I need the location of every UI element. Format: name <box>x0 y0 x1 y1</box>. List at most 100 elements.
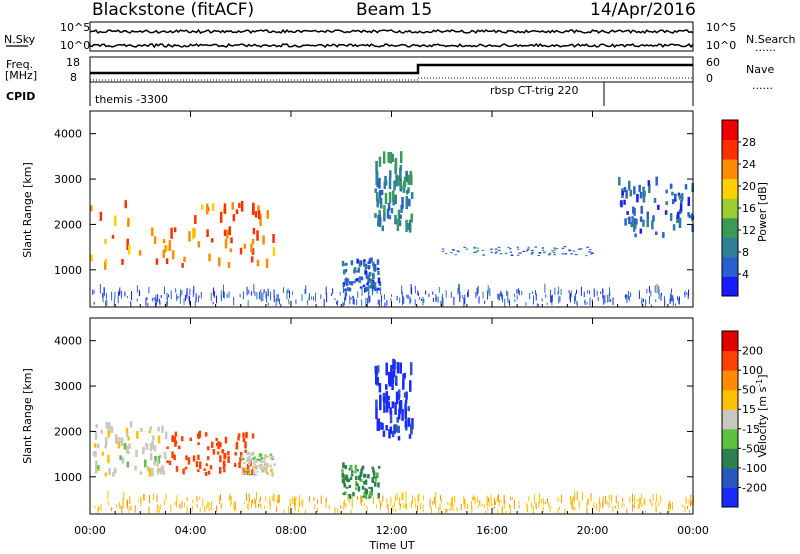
heatmap-cell <box>234 452 237 456</box>
heatmap-cell <box>253 456 257 459</box>
heatmap-cell <box>231 202 234 210</box>
heatmap-cell <box>550 289 552 299</box>
heatmap-cell <box>376 259 380 265</box>
heatmap-cell <box>578 248 581 250</box>
heatmap-cell <box>402 181 406 193</box>
heatmap-cell <box>489 288 491 297</box>
heatmap-cell <box>406 190 409 195</box>
heatmap-cell <box>541 298 543 302</box>
heatmap-cell <box>419 296 421 300</box>
heatmap-cell <box>162 249 165 258</box>
heatmap-cell <box>342 284 344 294</box>
heatmap-cell <box>572 250 576 252</box>
heatmap-cell <box>255 459 258 464</box>
heatmap-cell <box>651 304 653 307</box>
heatmap-cell <box>264 453 267 459</box>
heatmap-cell <box>245 470 249 475</box>
heatmap-cell <box>292 291 294 295</box>
heatmap-cell <box>402 379 405 390</box>
heatmap-cell <box>341 472 345 476</box>
heatmap-cell <box>171 437 174 441</box>
heatmap-cell <box>174 431 178 437</box>
heatmap-cell <box>123 443 127 450</box>
velocity-label-end: ] <box>756 374 769 378</box>
heatmap-cell <box>647 180 651 186</box>
heatmap-cell <box>189 437 193 442</box>
heatmap-cell <box>678 297 680 304</box>
heatmap-cell <box>518 289 520 296</box>
heatmap-cell <box>119 455 122 461</box>
heatmap-cell <box>541 247 545 249</box>
heatmap-cell <box>572 498 574 506</box>
heatmap-cell <box>245 431 248 437</box>
heatmap-cell <box>405 219 408 233</box>
heatmap-cell <box>374 213 377 218</box>
heatmap-cell <box>535 502 537 507</box>
heatmap-cell <box>369 258 372 263</box>
heatmap-cell <box>344 268 348 273</box>
heatmap-cell <box>397 435 401 441</box>
heatmap-cell <box>102 295 104 303</box>
heatmap-cell <box>295 299 297 305</box>
heatmap-cell <box>437 296 439 303</box>
heatmap-cell <box>287 288 289 294</box>
heatmap-cell <box>362 495 365 498</box>
heatmap-cell <box>363 473 366 478</box>
heatmap-cell <box>359 286 363 289</box>
heatmap-cell <box>259 466 262 469</box>
heatmap-cell <box>256 471 259 473</box>
heatmap-cell <box>184 294 186 301</box>
heatmap-cell <box>557 508 559 513</box>
heatmap-cell <box>458 283 460 293</box>
heatmap-cell <box>235 209 239 215</box>
heatmap-cell <box>581 491 583 501</box>
heatmap-cell <box>304 288 306 295</box>
heatmap-cell <box>263 289 265 294</box>
heatmap-cell <box>350 465 353 471</box>
heatmap-cell <box>96 443 100 449</box>
heatmap-cell <box>192 289 194 297</box>
heatmap-cell <box>604 295 606 304</box>
velocity-colorbar-tick-label: -100 <box>742 462 767 475</box>
heatmap-cell <box>377 492 380 499</box>
heatmap-cell <box>478 296 480 304</box>
heatmap-cell <box>399 297 401 304</box>
heatmap-cell <box>342 282 346 286</box>
power-colorbar-tick-label: 16 <box>742 202 756 215</box>
heatmap-cell <box>490 494 492 502</box>
heatmap-cell <box>545 294 547 298</box>
heatmap-cell <box>363 287 365 293</box>
heatmap-cell <box>347 497 349 501</box>
heatmap-cell <box>400 204 403 213</box>
heatmap-cell <box>479 500 481 506</box>
heatmap-cell <box>229 493 231 500</box>
heatmap-cell <box>414 498 416 503</box>
heatmap-cell <box>364 479 368 485</box>
heatmap-cell <box>364 286 368 292</box>
heatmap-cell <box>197 442 200 446</box>
heatmap-cell <box>260 293 262 302</box>
velocity-colorbar-tick-label: 100 <box>742 364 763 377</box>
heatmap-cell <box>160 504 162 509</box>
heatmap-cell <box>498 249 501 252</box>
heatmap-cell <box>114 434 118 443</box>
velocity-colorbar-tick-label: 50 <box>742 384 756 397</box>
x-tick-label: 04:00 <box>175 524 207 537</box>
heatmap-cell <box>259 291 261 299</box>
heatmap-cell <box>378 214 381 222</box>
y-tick-label: 2000 <box>54 425 82 438</box>
heatmap-cell <box>393 502 395 507</box>
heatmap-cell <box>129 421 133 428</box>
heatmap-cell <box>584 301 586 304</box>
heatmap-cell <box>341 468 344 473</box>
heatmap-cell <box>349 476 353 481</box>
heatmap-cell <box>127 295 129 299</box>
freq-label-2: [MHz] <box>5 69 37 82</box>
heatmap-cell <box>154 455 157 462</box>
heatmap-cell <box>158 505 160 513</box>
heatmap-cell <box>378 382 382 393</box>
heatmap-cell <box>94 431 98 440</box>
heatmap-cell <box>265 496 267 502</box>
heatmap-cell <box>279 298 281 305</box>
heatmap-cell <box>104 238 107 244</box>
